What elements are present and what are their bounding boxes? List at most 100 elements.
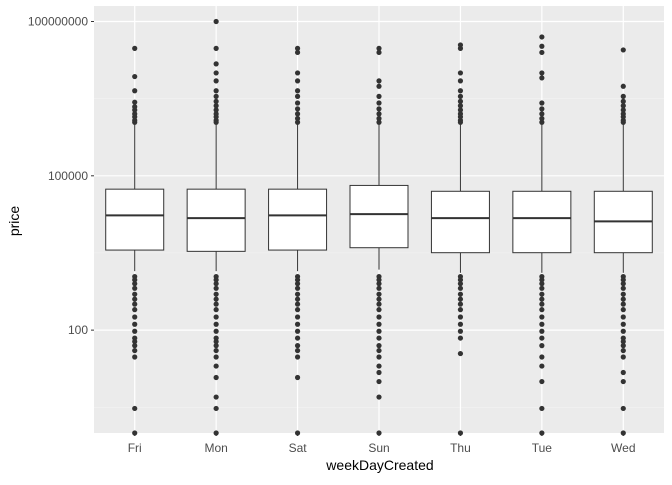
outlier-point bbox=[376, 277, 382, 283]
outlier-point bbox=[294, 70, 301, 76]
outlier-point bbox=[376, 307, 382, 313]
outlier-point bbox=[294, 291, 301, 297]
outlier-point bbox=[376, 321, 382, 327]
outlier-point bbox=[376, 281, 382, 287]
outlier-point bbox=[539, 34, 545, 40]
outlier-point bbox=[539, 314, 545, 320]
outlier-point bbox=[539, 119, 545, 125]
outlier-point bbox=[539, 328, 545, 334]
outlier-point bbox=[620, 343, 626, 349]
outlier-point bbox=[620, 347, 626, 354]
outlier-point bbox=[539, 75, 545, 81]
outlier-point bbox=[539, 405, 545, 412]
outlier-point bbox=[620, 47, 626, 53]
box-fri bbox=[105, 45, 165, 436]
outlier-point bbox=[376, 285, 382, 291]
outlier-point bbox=[457, 78, 464, 84]
outlier-point bbox=[294, 307, 301, 313]
outlier-point bbox=[213, 296, 219, 302]
outlier-point bbox=[294, 301, 301, 307]
outlier-point bbox=[620, 281, 626, 287]
outlier-point bbox=[132, 347, 138, 354]
outlier-point bbox=[620, 98, 626, 104]
outlier-point bbox=[620, 354, 626, 360]
outlier-point bbox=[294, 328, 301, 334]
outlier-point bbox=[376, 369, 382, 376]
outlier-point bbox=[213, 277, 219, 283]
x-tick-label: Mon bbox=[204, 441, 227, 455]
iqr-box bbox=[512, 190, 572, 254]
outlier-point bbox=[213, 374, 219, 381]
outlier-point bbox=[620, 103, 626, 109]
outlier-point bbox=[213, 363, 219, 369]
box-thu bbox=[430, 42, 490, 436]
y-tick-label: 100000 bbox=[48, 169, 88, 183]
outlier-point bbox=[457, 103, 464, 109]
outlier-point bbox=[457, 301, 464, 307]
iqr-box bbox=[268, 188, 328, 251]
outlier-point bbox=[132, 45, 138, 51]
outlier-point bbox=[376, 347, 382, 354]
outlier-point bbox=[539, 70, 545, 76]
outlier-point bbox=[376, 343, 382, 349]
outlier-point bbox=[620, 301, 626, 307]
outlier-point bbox=[294, 93, 301, 99]
outlier-point bbox=[132, 301, 138, 307]
outlier-point bbox=[213, 107, 219, 113]
outlier-point bbox=[213, 354, 219, 360]
outlier-point bbox=[213, 98, 219, 104]
outlier-point bbox=[539, 285, 545, 291]
outlier-point bbox=[539, 111, 545, 117]
box-tue bbox=[512, 34, 572, 436]
box-mon bbox=[186, 18, 246, 436]
outlier-point bbox=[294, 354, 301, 360]
outlier-point bbox=[132, 338, 138, 345]
outlier-point bbox=[539, 106, 545, 112]
outlier-point bbox=[620, 405, 626, 412]
outlier-point bbox=[376, 93, 382, 99]
outlier-point bbox=[294, 343, 301, 349]
outlier-point bbox=[294, 374, 301, 381]
outlier-point bbox=[213, 321, 219, 327]
outlier-point bbox=[620, 369, 626, 376]
outlier-point bbox=[213, 347, 219, 354]
outlier-point bbox=[376, 301, 382, 307]
boxes bbox=[105, 18, 653, 436]
outlier-point bbox=[132, 296, 138, 302]
outlier-point bbox=[539, 49, 545, 56]
outlier-point bbox=[213, 93, 219, 99]
outlier-point bbox=[376, 49, 382, 56]
outlier-point bbox=[539, 321, 545, 327]
outlier-point bbox=[132, 307, 138, 313]
outlier-point bbox=[213, 328, 219, 334]
outlier-point bbox=[457, 291, 464, 297]
outlier-point bbox=[294, 277, 301, 283]
outlier-point bbox=[457, 335, 464, 341]
iqr-box bbox=[105, 188, 165, 251]
outlier-point bbox=[376, 314, 382, 320]
outlier-point bbox=[457, 98, 464, 104]
outlier-point bbox=[213, 88, 219, 94]
outlier-point bbox=[539, 291, 545, 297]
outlier-point bbox=[294, 78, 301, 84]
outlier-point bbox=[539, 378, 545, 385]
x-tick-label: Tue bbox=[532, 441, 553, 455]
outlier-point bbox=[294, 45, 301, 51]
outlier-point bbox=[294, 106, 301, 112]
outlier-point bbox=[539, 296, 545, 302]
outlier-point bbox=[376, 45, 382, 51]
outlier-point bbox=[213, 61, 219, 67]
outlier-point bbox=[213, 291, 219, 297]
outlier-point bbox=[620, 338, 626, 345]
y-axis-title: price bbox=[6, 206, 22, 237]
outlier-point bbox=[457, 107, 464, 113]
outlier-point bbox=[539, 281, 545, 287]
outlier-point bbox=[457, 321, 464, 327]
outlier-point bbox=[376, 291, 382, 297]
box-wed bbox=[593, 47, 653, 436]
outlier-point bbox=[457, 296, 464, 302]
outlier-point bbox=[132, 281, 138, 287]
outlier-point bbox=[294, 321, 301, 327]
outlier-point bbox=[294, 111, 301, 117]
outlier-point bbox=[213, 301, 219, 307]
